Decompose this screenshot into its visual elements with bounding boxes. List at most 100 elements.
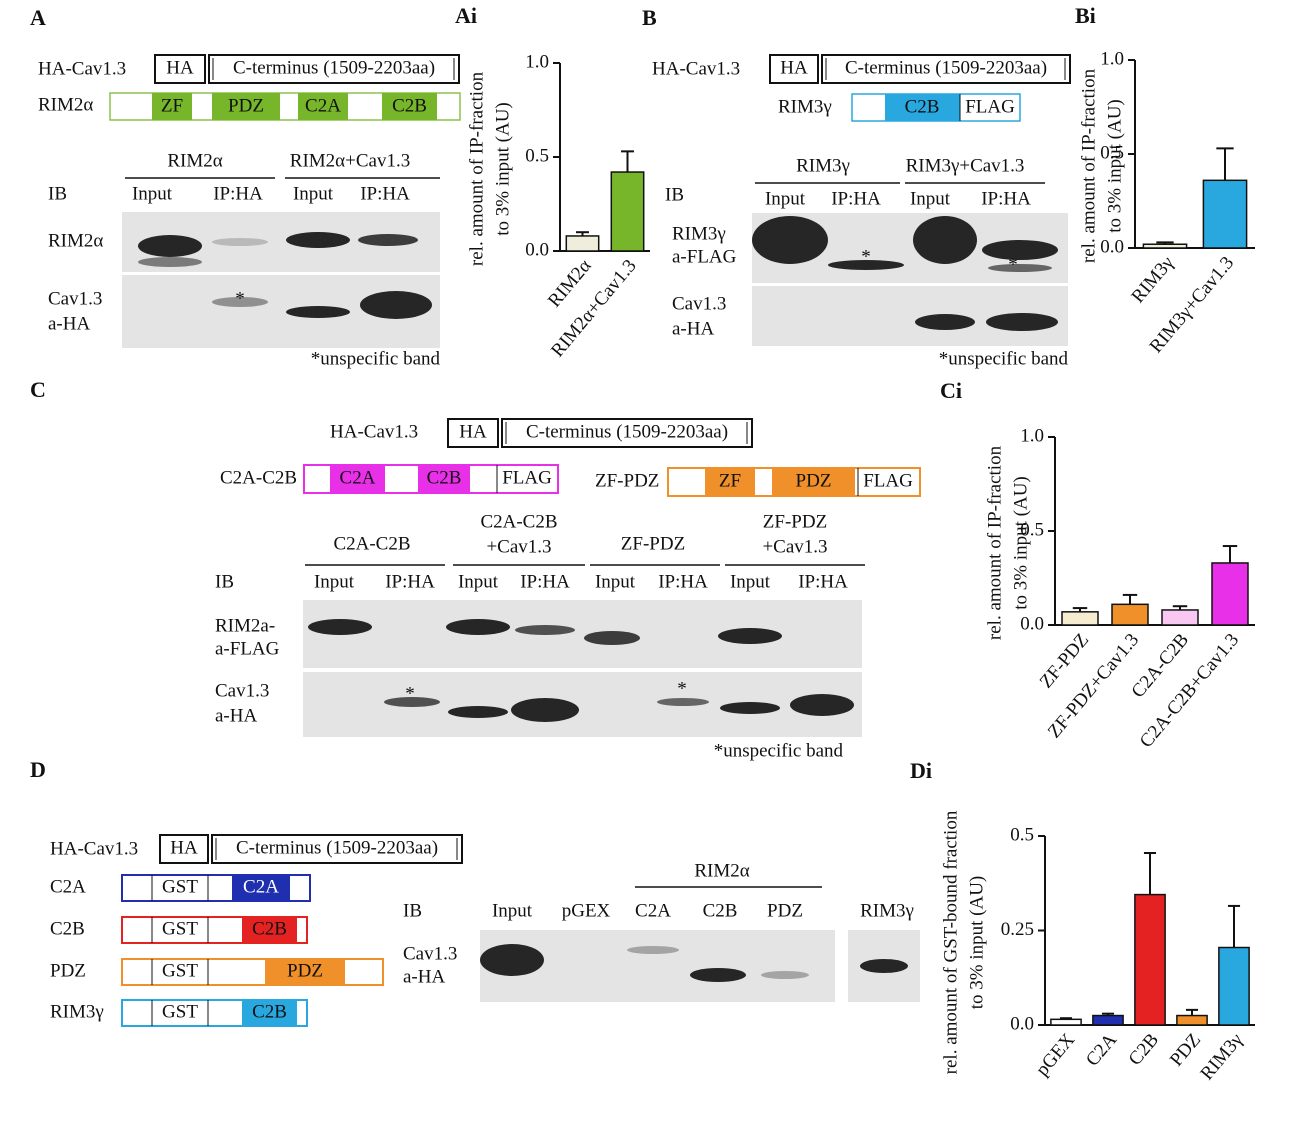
label: RIM2α (38, 94, 93, 115)
label: PDZ (228, 95, 264, 116)
label: HA-Cav1.3 (330, 421, 418, 442)
y-axis-label: to 3% input (AU) (1010, 476, 1031, 610)
band (913, 216, 977, 264)
label: HA-Cav1.3 (50, 838, 138, 859)
band (138, 257, 202, 267)
label: Input (458, 571, 499, 592)
y-tick-label: 0.5 (1010, 824, 1034, 845)
label: +Cav1.3 (762, 536, 827, 557)
label: RIM2α (694, 860, 749, 881)
chart-title: Ci (940, 378, 962, 403)
cterm-box (501, 418, 753, 448)
label: Cav1.3 (672, 293, 726, 314)
label: a-HA (403, 966, 445, 987)
band (982, 240, 1058, 260)
band (752, 216, 828, 264)
bar (1202, 179, 1248, 249)
label: C2B (50, 918, 85, 939)
label: C2A (50, 876, 86, 897)
band (308, 619, 372, 635)
y-tick-label: 0.5 (1100, 142, 1124, 163)
domain (265, 959, 345, 985)
band (915, 314, 975, 330)
label: A (30, 5, 46, 30)
band (212, 297, 268, 307)
domain (232, 875, 290, 901)
label: Input (595, 571, 636, 592)
label: C-terminus (1509-2203aa) (233, 57, 435, 78)
label: C2A (243, 876, 279, 897)
band (138, 235, 202, 257)
band (286, 306, 350, 318)
label: RIM2a- (215, 615, 275, 636)
label: FLAG (863, 470, 913, 491)
band (448, 706, 508, 718)
band (511, 698, 579, 722)
label: PDZ (50, 960, 86, 981)
y-tick-label: 0.5 (1020, 519, 1044, 540)
bar (610, 171, 645, 252)
band (718, 628, 782, 644)
label: C2B (427, 467, 462, 488)
label: RIM3γ (796, 155, 850, 176)
label: Input (730, 571, 771, 592)
label: a-HA (48, 313, 90, 334)
label: C2A (340, 467, 376, 488)
label: IP:HA (385, 571, 435, 592)
label: C2B (703, 900, 738, 921)
label: pGEX (562, 900, 611, 921)
label: IP:HA (981, 188, 1031, 209)
label: ZF (719, 470, 741, 491)
cterm-box (211, 834, 463, 864)
x-tick-label: C2B (1125, 1030, 1163, 1070)
x-tick-label: RIM3γ (1197, 1030, 1248, 1085)
ha-box (447, 418, 499, 448)
label: RIM2α (167, 150, 222, 171)
y-axis-label: rel. amount of IP-fraction (466, 71, 487, 266)
label: a-FLAG (215, 638, 280, 659)
label: HA (459, 421, 487, 442)
domain (885, 94, 960, 121)
label: IB (215, 571, 234, 592)
label: C2A (305, 95, 341, 116)
y-axis-label: rel. amount of GST-bound fraction (940, 810, 961, 1074)
cterm-box (208, 54, 460, 84)
band (657, 698, 709, 706)
band (286, 232, 350, 248)
label: GST (162, 918, 198, 939)
label: GST (162, 876, 198, 897)
ha-box (159, 834, 209, 864)
bar (565, 235, 600, 252)
y-axis-label: to 3% input (AU) (966, 876, 987, 1010)
label: Input (314, 571, 355, 592)
band (690, 968, 746, 982)
label: a-HA (672, 318, 714, 339)
label: IP:HA (831, 188, 881, 209)
label: a-FLAG (672, 246, 737, 267)
x-tick-label: C2A (1082, 1029, 1121, 1070)
label: RIM2α (48, 230, 103, 251)
y-tick-label: 0.0 (1010, 1013, 1034, 1034)
bar (1061, 611, 1099, 626)
y-axis-label: to 3% input (AU) (1104, 99, 1125, 233)
label: a-HA (215, 705, 257, 726)
domain (298, 93, 348, 120)
ha-box (769, 54, 819, 84)
label: RIM3γ (50, 1001, 104, 1022)
label: +Cav1.3 (486, 536, 551, 557)
label: * (677, 678, 687, 699)
label: IB (48, 183, 67, 204)
label: Cav1.3 (403, 943, 457, 964)
label: RIM3γ (860, 900, 914, 921)
domain (152, 93, 192, 120)
label: IB (403, 900, 422, 921)
band (584, 631, 640, 645)
label: *unspecific band (714, 740, 844, 761)
label: * (405, 683, 415, 704)
label: RIM3γ+Cav1.3 (906, 155, 1025, 176)
label: IP:HA (360, 183, 410, 204)
label: C2A (635, 900, 671, 921)
label: *unspecific band (311, 348, 441, 369)
label: ZF-PDZ (763, 511, 827, 532)
